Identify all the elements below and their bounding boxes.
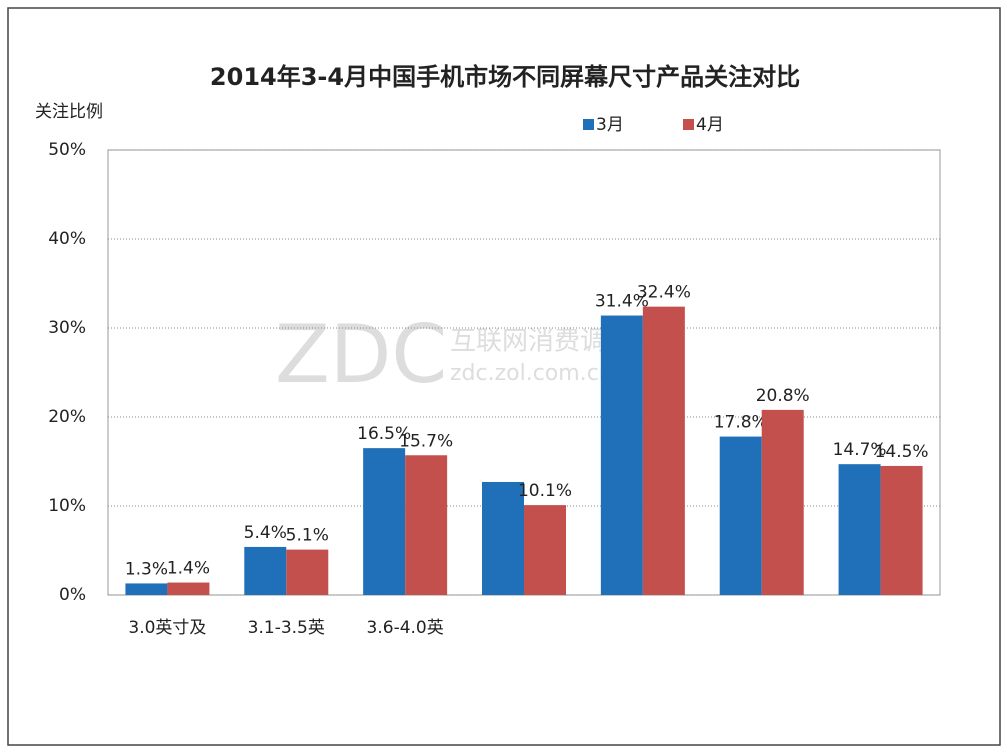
data-label: 14.7% [833,440,887,460]
data-label: 17.8% [714,413,768,433]
watermark: ZDC [275,308,447,401]
bar [880,465,923,595]
data-label: 20.8% [756,386,810,406]
data-label: 5.1% [286,526,329,546]
chart-title: 2014年3-4月中国手机市场不同屏幕尺寸产品关注对比 [210,63,800,91]
bar [524,505,566,595]
data-label: 32.4% [637,283,691,303]
x-tick-label: 3.1-3.5英 [248,618,325,638]
legend-label: 3月 [596,115,624,135]
bar [244,546,287,595]
y-axis-label: 关注比例 [35,102,103,122]
data-label: 14.5% [875,442,929,462]
data-label: 15.7% [399,431,453,451]
bar [167,582,210,595]
bar [600,315,643,595]
bar [642,306,685,595]
x-tick-label: 3.0英寸及 [128,618,206,638]
y-tick-label: 30% [48,318,86,338]
bar [286,549,329,595]
y-tick-label: 50% [48,140,86,160]
bar [838,464,881,595]
legend-swatch [683,119,694,130]
bar [363,448,406,595]
data-label: 1.4% [167,559,210,579]
watermark: zdc.zol.com.cn [450,361,613,386]
bar [405,455,448,595]
data-label: 31.4% [595,292,649,312]
data-label: 1.3% [125,559,168,579]
bar [719,436,762,595]
bar [761,409,804,595]
x-tick-label: 3.6-4.0英 [367,618,444,638]
y-tick-label: 20% [48,407,86,427]
data-label: 16.5% [357,424,411,444]
bar [482,481,524,595]
chart-frame [7,7,1001,746]
bar [125,583,168,595]
legend-label: 4月 [696,115,724,135]
y-tick-label: 40% [48,229,86,249]
legend-swatch [583,119,594,130]
y-tick-label: 0% [59,585,86,605]
y-tick-label: 10% [48,496,86,516]
data-label: 10.1% [518,481,572,501]
data-label: 5.4% [244,523,287,543]
